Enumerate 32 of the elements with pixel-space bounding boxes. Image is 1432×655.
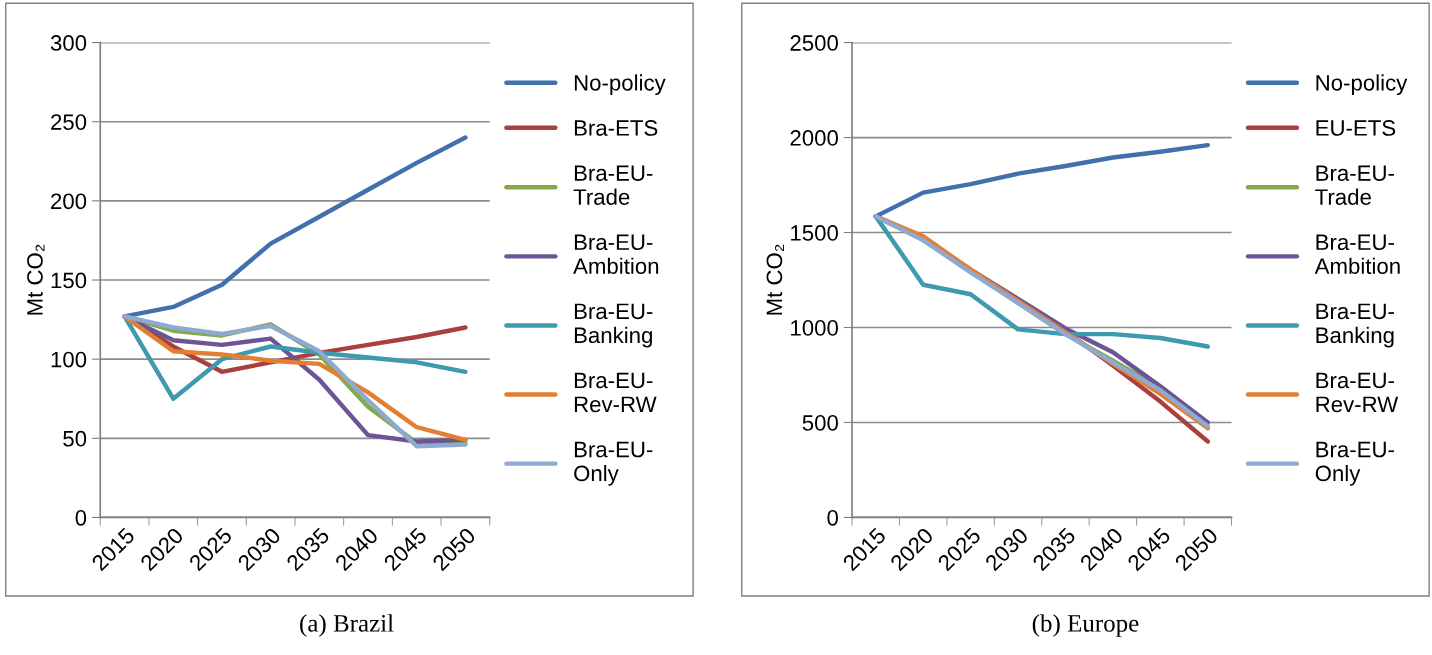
y-axis-title: Mt CO₂	[27, 244, 45, 315]
legend-label: No-policy	[574, 74, 666, 96]
legend-label: Bra-EU-Banking	[574, 303, 653, 348]
legend-label: Bra-EU-Only	[1315, 441, 1394, 486]
y-tick-label: 1000	[791, 320, 838, 336]
y-tick-label: 2500	[790, 35, 838, 51]
y-tick-label: 50	[63, 430, 87, 447]
text: (b) Europe	[1032, 614, 1139, 637]
y-tick-label: 1500	[791, 225, 838, 241]
y-tick-label: 100	[51, 351, 87, 368]
y-tick-label: 500	[802, 415, 838, 431]
y-tick-label: 2000	[790, 130, 838, 146]
y-axis-title: Mt CO₂	[766, 244, 784, 315]
legend-label: EU-ETS	[1316, 120, 1396, 136]
y-tick-label: 150	[51, 272, 87, 289]
legend-label: Bra-EU-Trade	[1315, 165, 1394, 205]
legend-label: Bra-EU-Ambition	[573, 234, 659, 275]
y-tick-label: 200	[51, 193, 87, 210]
legend-label: Bra-EU-Trade	[573, 165, 653, 205]
y-tick-label: 0	[75, 509, 87, 526]
legend-label: Bra-ETS	[574, 120, 658, 136]
legend-label: Bra-EU-Banking	[1316, 303, 1394, 348]
line-series	[122, 314, 468, 401]
y-tick-label: 300	[50, 35, 87, 51]
y-tick-label: 0	[827, 509, 838, 526]
legend-label: Bra-EU-Rev-RW	[574, 372, 657, 413]
legend-label: No-policy	[1316, 74, 1408, 96]
legend-label: Bra-EU-Rev-RW	[1316, 372, 1399, 413]
legend-label: Bra-EU-Ambition	[1314, 234, 1400, 275]
y-tick-label: 250	[51, 114, 87, 130]
legend-label: Bra-EU-Only	[574, 441, 653, 486]
text: (a) Brazil	[300, 614, 394, 637]
